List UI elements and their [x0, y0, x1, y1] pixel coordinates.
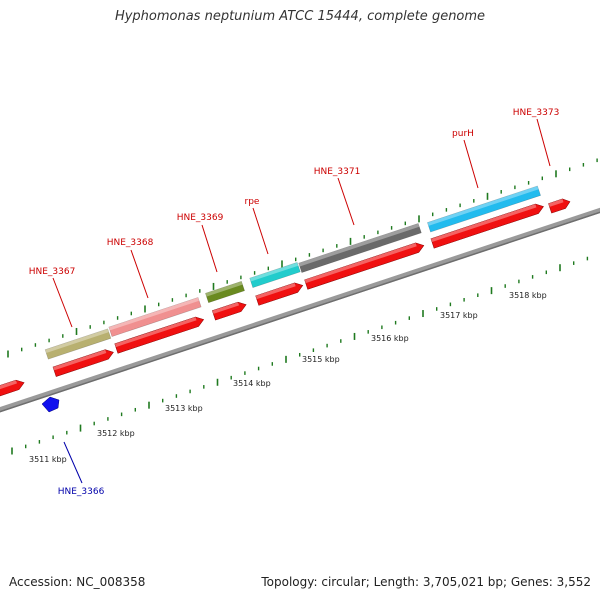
cds-feature-HNE_3373 — [548, 198, 571, 214]
gene-feature-HNE_3368 — [108, 297, 202, 337]
cds-feature-purH — [430, 203, 544, 249]
scale-label-3512: 3512 kbp — [97, 429, 135, 438]
gene-feature-HNE_3371-shape — [298, 223, 422, 273]
gene-feature-HNE_3367 — [44, 328, 112, 360]
cds-feature-left-edge-shine — [0, 380, 18, 392]
cds-feature-left-edge — [0, 379, 25, 399]
cds-feature-rpe-shape — [255, 282, 304, 306]
cds-feature-HNE_3367-shine — [53, 349, 107, 371]
inner-tick-ring — [11, 256, 589, 455]
topology-text: Topology: circular; Length: 3,705,021 bp… — [261, 575, 591, 589]
gene-label-HNE_3366[interactable]: HNE_3366 — [58, 487, 105, 497]
scale-label-3517: 3517 kbp — [440, 311, 478, 320]
scale-label-3511: 3511 kbp — [29, 455, 67, 464]
cds-feature-purH-shape — [430, 203, 544, 249]
gene-feature-HNE_3367-shape — [44, 328, 112, 360]
cds-feature-HNE_3367 — [52, 349, 114, 377]
leader-line-HNE_3373 — [536, 118, 551, 167]
leader-line-HNE_3366 — [63, 441, 83, 484]
genome-backbone-shade — [0, 211, 600, 413]
gene-feature-HNE_3366 — [41, 396, 60, 413]
leader-line-HNE_3369 — [201, 224, 218, 273]
cds-feature-HNE_3369 — [211, 301, 247, 321]
cds-feature-HNE_3368-shape — [114, 316, 205, 354]
gene-label-HNE_3369[interactable]: HNE_3369 — [177, 213, 224, 223]
gene-label-HNE_3373[interactable]: HNE_3373 — [513, 108, 560, 118]
scale-label-3516: 3516 kbp — [371, 334, 409, 343]
accession-text: Accession: NC_008358 — [9, 575, 146, 589]
cds-feature-HNE_3368-shine — [114, 316, 197, 348]
gene-label-rpe[interactable]: rpe — [245, 197, 260, 207]
scale-label-3518: 3518 kbp — [509, 291, 547, 300]
gene-feature-rpe-shape — [249, 262, 301, 288]
cds-feature-rpe-shine — [255, 282, 296, 300]
outer-tick-ring — [7, 158, 598, 358]
gene-label-HNE_3371[interactable]: HNE_3371 — [314, 167, 361, 177]
gene-feature-HNE_3369 — [205, 280, 245, 304]
cds-feature-HNE_3369-shine — [212, 302, 240, 314]
gene-feature-HNE_3371-shine — [298, 223, 420, 267]
genome-backbone — [0, 207, 600, 413]
cds-feature-HNE_3371-shape — [304, 242, 425, 290]
gene-track — [44, 185, 541, 360]
gene-feature-purH-shine — [427, 185, 539, 226]
leader-line-HNE_3368 — [130, 249, 149, 299]
cds-feature-HNE_3367-shape — [52, 349, 114, 377]
gene-feature-HNE_3367-shine — [45, 328, 109, 353]
leader-line-purH — [463, 139, 479, 189]
gene-feature-HNE_3371 — [298, 223, 422, 273]
gene-label-purH[interactable]: purH — [452, 129, 474, 139]
gene-label-HNE_3367[interactable]: HNE_3367 — [29, 267, 76, 277]
cds-feature-HNE_3371 — [304, 242, 425, 290]
gene-feature-rpe-shine — [249, 262, 299, 282]
cds-track — [0, 198, 571, 399]
map-title: Hyphomonas neptunium ATCC 15444, complet… — [114, 9, 486, 24]
gene-feature-HNE_3369-shine — [205, 281, 243, 297]
cds-feature-HNE_3373-shine — [548, 198, 564, 207]
gene-feature-HNE_3368-shine — [108, 297, 200, 331]
cds-feature-HNE_3373-shape — [548, 198, 571, 214]
scale-label-3514: 3514 kbp — [233, 379, 271, 388]
gene-feature-purH — [427, 185, 541, 233]
gene-feature-rpe — [249, 262, 301, 288]
gene-feature-HNE_3369-shape — [205, 280, 245, 304]
scale-label-3515: 3515 kbp — [302, 355, 340, 364]
gene-label-HNE_3368[interactable]: HNE_3368 — [107, 238, 154, 248]
gene-feature-purH-shape — [427, 185, 541, 233]
gene-feature-HNE_3368-shape — [108, 297, 202, 337]
cds-feature-HNE_3371-shine — [304, 242, 417, 284]
cds-feature-HNE_3368 — [114, 316, 205, 354]
cds-feature-HNE_3369-shape — [211, 301, 247, 321]
leader-line-HNE_3371 — [337, 177, 355, 226]
cds-feature-rpe — [255, 282, 304, 306]
cds-feature-left-edge-shape — [0, 379, 25, 399]
leader-line-rpe — [252, 207, 269, 255]
leader-line-HNE_3367 — [52, 277, 73, 328]
cds-feature-purH-shine — [430, 204, 537, 243]
scale-label-3513: 3513 kbp — [165, 404, 203, 413]
